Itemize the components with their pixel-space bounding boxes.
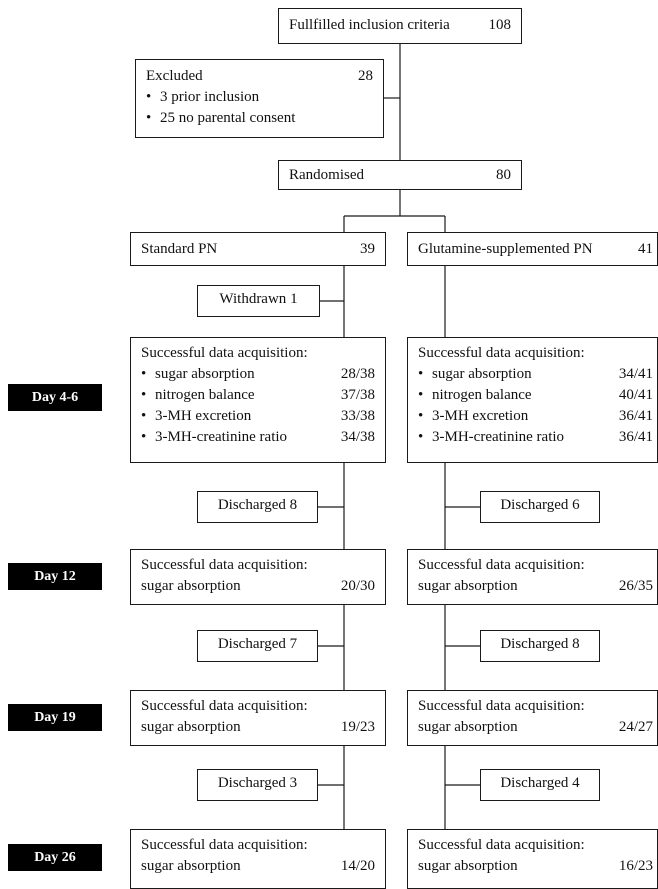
day-label: Day 26	[8, 844, 102, 871]
measure-label: sugar absorption	[418, 719, 518, 735]
discharged-count: 6	[572, 497, 580, 513]
measure-value: 34/41	[618, 366, 653, 382]
glutamine-arm-label: Glutamine-supplemented PN	[418, 241, 593, 257]
discharged-count: 4	[572, 775, 580, 791]
measure-label: 3-MH-creatinine ratio	[418, 427, 564, 448]
randomised-box: Randomised 80	[278, 160, 522, 190]
standard-day26-box: Successful data acquisition: sugar absor…	[130, 829, 386, 889]
measure-label: sugar absorption	[141, 719, 241, 735]
glutamine-day4-box: Successful data acquisition: sugar absor…	[407, 337, 658, 463]
measure-label: 3-MH excretion	[418, 406, 528, 427]
discharged-box: Discharged 8	[480, 630, 600, 662]
measure-value: 37/38	[340, 387, 375, 403]
standard-arm-label: Standard PN	[141, 241, 218, 257]
measure-label: sugar absorption	[418, 364, 532, 385]
excluded-label: Excluded	[146, 68, 203, 84]
withdrawn-count: 1	[290, 291, 298, 307]
measure-value: 34/38	[340, 429, 375, 445]
excluded-reason: 3 prior inclusion	[146, 87, 373, 108]
glutamine-day19-box: Successful data acquisition: sugar absor…	[407, 690, 658, 746]
discharged-box: Discharged 6	[480, 491, 600, 523]
day-label: Day 19	[8, 704, 102, 731]
discharged-box: Discharged 4	[480, 769, 600, 801]
excluded-box: Excluded 28 3 prior inclusion 25 no pare…	[135, 59, 384, 138]
discharged-box: Discharged 8	[197, 491, 318, 523]
discharged-box: Discharged 7	[197, 630, 318, 662]
measure-label: sugar absorption	[418, 578, 518, 594]
excluded-count: 28	[358, 68, 373, 84]
withdrawn-label: Withdrawn	[219, 291, 287, 307]
standard-arm-box: Standard PN 39	[130, 232, 386, 266]
discharged-count: 3	[289, 775, 298, 791]
randomised-label: Randomised	[289, 167, 364, 183]
randomised-count: 80	[496, 167, 511, 183]
measure-label: sugar absorption	[418, 858, 518, 874]
discharged-count: 8	[572, 636, 580, 652]
measure-value: 14/20	[340, 858, 375, 874]
glutamine-day26-box: Successful data acquisition: sugar absor…	[407, 829, 658, 889]
day-label: Day 4-6	[8, 384, 102, 411]
measure-label: sugar absorption	[141, 578, 241, 594]
inclusion-count: 108	[488, 17, 512, 33]
inclusion-label: Fullfilled inclusion criteria	[289, 17, 450, 33]
measure-label: 3-MH-creatinine ratio	[141, 427, 287, 448]
measure-value: 24/27	[618, 719, 653, 735]
standard-day4-box: Successful data acquisition: sugar absor…	[130, 337, 386, 463]
measure-value: 36/41	[618, 429, 653, 445]
discharged-count: 7	[289, 636, 298, 652]
measure-value: 33/38	[340, 408, 375, 424]
standard-day12-box: Successful data acquisition: sugar absor…	[130, 549, 386, 605]
measure-value: 36/41	[618, 408, 653, 424]
withdrawn-box: Withdrawn 1	[197, 285, 320, 317]
glutamine-arm-count: 41	[638, 241, 653, 257]
excluded-reason: 25 no parental consent	[146, 108, 373, 129]
measure-label: sugar absorption	[141, 858, 241, 874]
measure-label: nitrogen balance	[418, 385, 532, 406]
day-label: Day 12	[8, 563, 102, 590]
measure-value: 16/23	[618, 858, 653, 874]
discharged-box: Discharged 3	[197, 769, 318, 801]
measure-value: 28/38	[340, 366, 375, 382]
measure-value: 40/41	[618, 387, 653, 403]
glutamine-day12-box: Successful data acquisition: sugar absor…	[407, 549, 658, 605]
measure-value: 20/30	[340, 578, 375, 594]
acquisition-heading: Successful data acquisition:	[141, 345, 308, 361]
measure-label: sugar absorption	[141, 364, 255, 385]
inclusion-box: Fullfilled inclusion criteria 108	[278, 8, 522, 44]
measure-value: 26/35	[618, 578, 653, 594]
standard-day19-box: Successful data acquisition: sugar absor…	[130, 690, 386, 746]
standard-arm-count: 39	[360, 241, 375, 257]
measure-value: 19/23	[340, 719, 375, 735]
glutamine-arm-box: Glutamine-supplemented PN 41	[407, 232, 658, 266]
measure-label: nitrogen balance	[141, 385, 255, 406]
measure-label: 3-MH excretion	[141, 406, 251, 427]
acquisition-heading: Successful data acquisition:	[418, 345, 585, 361]
discharged-count: 8	[289, 497, 298, 513]
